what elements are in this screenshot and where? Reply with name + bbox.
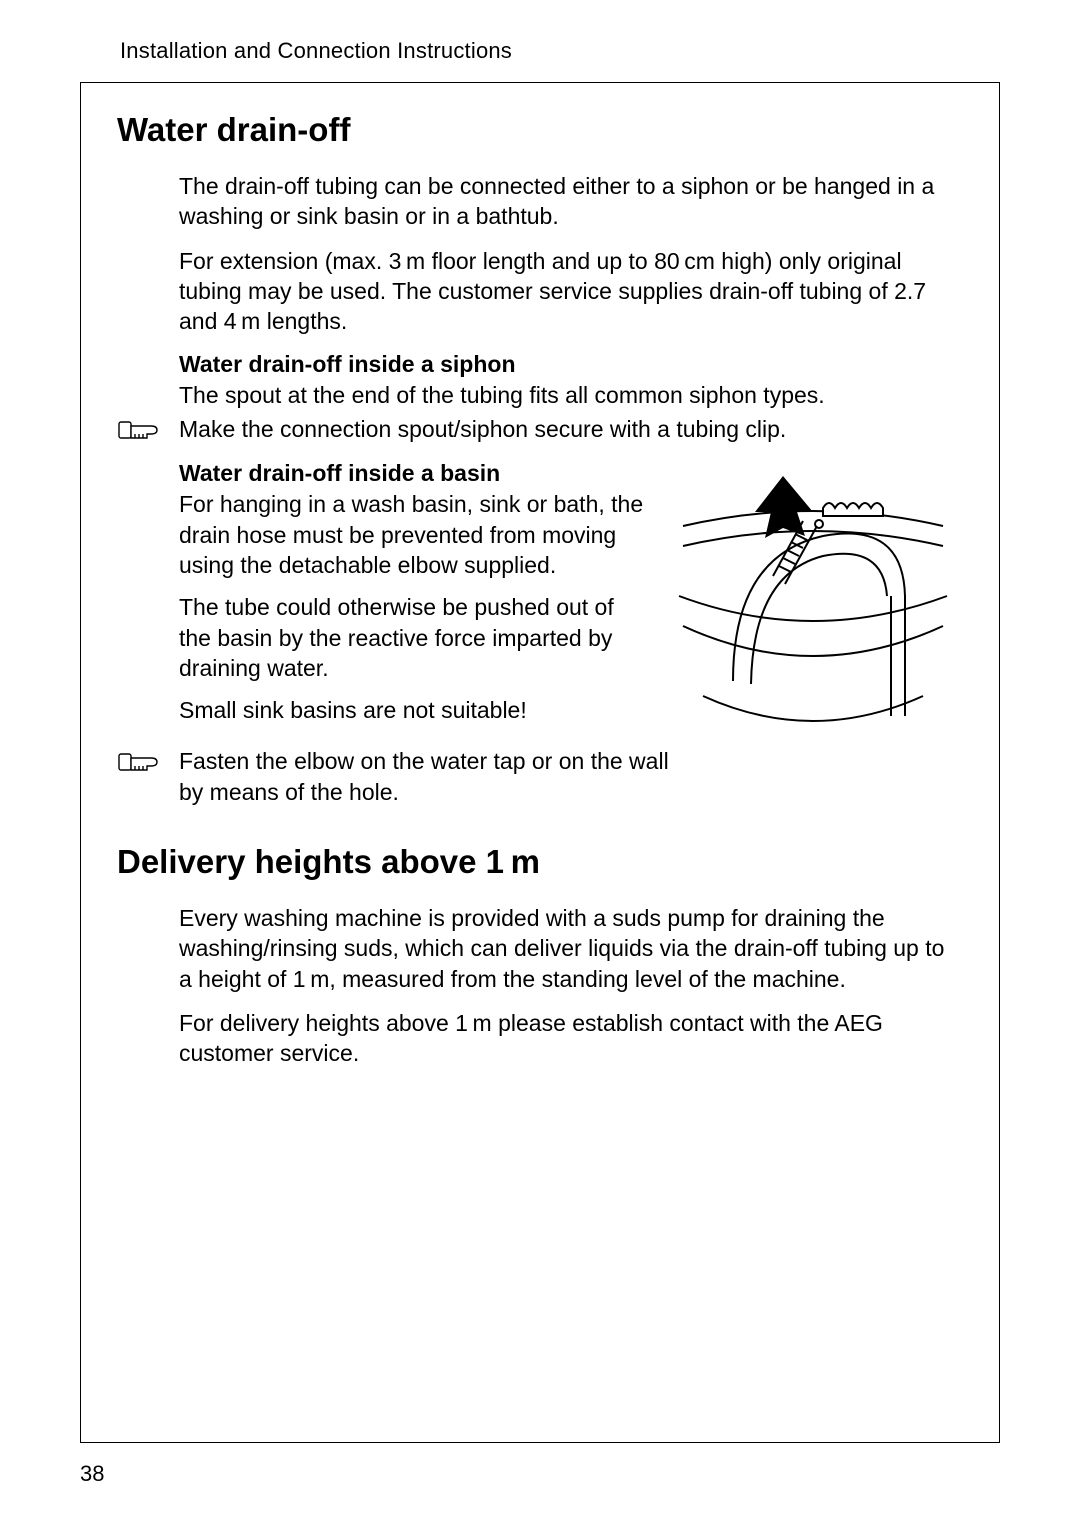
basin-para-1: For hanging in a wash basin, sink or bat…	[179, 489, 649, 580]
content-frame: Water drain-off The drain-off tubing can…	[80, 83, 1000, 1443]
delivery-para-2: For delivery heights above 1 m please es…	[117, 1008, 953, 1069]
page-number: 38	[80, 1461, 104, 1487]
siphon-hand-text: Make the connection spout/siphon secure …	[163, 414, 786, 444]
manual-page: Installation and Connection Instructions…	[0, 0, 1080, 1529]
basin-section-row: Water drain-off inside a basin For hangi…	[117, 460, 953, 746]
section-heading-delivery-heights: Delivery heights above 1 m	[117, 843, 953, 881]
subheading-siphon: Water drain-off inside a siphon	[117, 351, 953, 378]
drain-off-para-1: The drain-off tubing can be connected ei…	[117, 171, 953, 232]
running-header: Installation and Connection Instructions	[80, 38, 1000, 83]
basin-para-3: Small sink basins are not suitable!	[179, 695, 649, 725]
basin-illustration	[673, 460, 953, 746]
instruction-row-basin: Fasten the elbow on the water tap or on …	[117, 746, 953, 807]
running-header-text: Installation and Connection Instructions	[120, 38, 1000, 64]
basin-hand-text: Fasten the elbow on the water tap or on …	[163, 746, 683, 807]
drain-off-para-2: For extension (max. 3 m floor length and…	[117, 246, 953, 337]
subheading-basin: Water drain-off inside a basin	[179, 460, 649, 487]
delivery-para-1: Every washing machine is provided with a…	[117, 903, 953, 994]
siphon-line-1: The spout at the end of the tubing fits …	[117, 380, 953, 410]
instruction-row-siphon: Make the connection spout/siphon secure …	[117, 414, 953, 446]
pointing-hand-icon	[117, 414, 163, 446]
basin-text-column: Water drain-off inside a basin For hangi…	[117, 460, 649, 730]
section-heading-drain-off: Water drain-off	[117, 111, 953, 149]
drain-elbow-illustration-icon	[673, 466, 953, 746]
pointing-hand-icon	[117, 746, 163, 778]
basin-para-2: The tube could otherwise be pushed out o…	[179, 592, 649, 683]
